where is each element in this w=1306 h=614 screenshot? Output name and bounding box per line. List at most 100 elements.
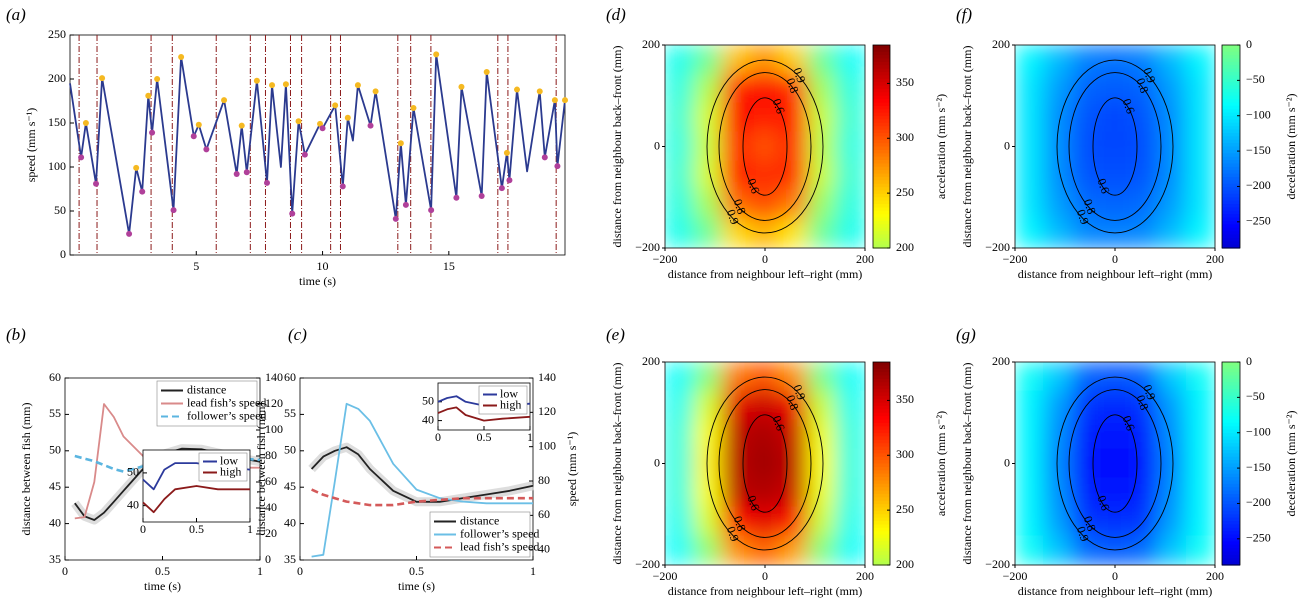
contour-label: 0.9 <box>1140 383 1158 402</box>
heat-cell <box>807 390 837 421</box>
colorbar-slice <box>873 429 890 434</box>
colorbar-slice <box>873 521 890 525</box>
heatmap <box>665 362 865 565</box>
point <box>498 185 505 192</box>
heat-cell <box>1128 45 1159 75</box>
colorbar-tick-label: −150 <box>1246 460 1271 474</box>
heat-cell <box>1157 73 1187 104</box>
series-line <box>437 406 531 422</box>
point <box>233 171 240 178</box>
colorbar-slice <box>873 483 890 488</box>
heat-cell <box>1157 218 1187 248</box>
colorbar-slice <box>1222 244 1240 249</box>
heat-cell <box>1185 448 1215 479</box>
heat-cell <box>1185 390 1215 421</box>
colorbar-slice <box>1222 214 1240 219</box>
contour <box>706 376 824 551</box>
heat-cell <box>1015 102 1045 133</box>
colorbar-slice <box>873 426 890 431</box>
colorbar-slice <box>1222 48 1240 53</box>
colorbar-slice <box>873 224 890 229</box>
colorbar-slice <box>873 193 890 198</box>
colorbar-tick-label: −50 <box>1246 72 1265 86</box>
x-axis-label: time (s) <box>299 274 336 288</box>
legend-label: low <box>500 386 518 400</box>
colorbar-slice <box>1222 412 1240 417</box>
heat-cell <box>665 73 695 104</box>
colorbar-slice <box>1222 497 1240 502</box>
heat-cell <box>807 189 837 220</box>
colorbar-slice <box>873 139 890 144</box>
heat-cell <box>1157 506 1187 537</box>
heat-cell <box>1128 218 1159 248</box>
contour-label: 0.9 <box>790 66 808 85</box>
heat-cell <box>1071 419 1102 450</box>
heat-cell <box>1015 506 1045 537</box>
colorbar-slice <box>1222 92 1240 97</box>
colorbar-slice <box>873 463 890 468</box>
colorbar-slice <box>873 204 890 208</box>
point <box>354 82 361 89</box>
colorbar-slice <box>873 510 890 515</box>
point <box>317 120 324 127</box>
contour <box>1068 389 1162 538</box>
contour-label: 0.9 <box>1140 66 1158 85</box>
colorbar-slice <box>873 389 890 394</box>
contour <box>706 59 824 234</box>
heat-cell <box>750 362 780 392</box>
colorbar-slice <box>873 446 890 451</box>
point <box>145 92 152 99</box>
x-tick-label: 1 <box>257 564 263 578</box>
y-tick-label: 50 <box>422 394 434 408</box>
y-axis-label: speed (mm s⁻¹) <box>24 108 38 183</box>
colorbar-slice <box>1222 483 1240 488</box>
point <box>483 68 490 75</box>
contour <box>1056 376 1174 551</box>
heat-cell <box>750 390 780 421</box>
colorbar-slice <box>1222 197 1240 202</box>
heat-cell <box>835 131 865 162</box>
heat-cell <box>1185 131 1215 162</box>
point <box>458 83 465 90</box>
y-tick-label: 40 <box>127 497 139 511</box>
point <box>126 230 133 237</box>
heat-cell <box>807 506 837 537</box>
contour <box>1056 59 1174 234</box>
heat-cell <box>721 218 752 248</box>
heat-cell <box>693 535 723 565</box>
heat-cell <box>835 189 865 220</box>
y2-tick-label: 120 <box>538 404 556 418</box>
heat-cell <box>1071 362 1102 392</box>
colorbar-slice <box>1222 220 1240 225</box>
heat-cell <box>1043 448 1073 479</box>
point <box>402 201 409 208</box>
colorbar-slice <box>1222 490 1240 495</box>
heat-cell <box>807 448 837 479</box>
colorbar-slice <box>1222 470 1240 475</box>
point <box>428 207 435 214</box>
y-tick-label: 200 <box>642 354 660 368</box>
colorbar-slice <box>1222 224 1240 229</box>
y2-tick-label: 100 <box>265 422 283 436</box>
legend-label: distance <box>460 513 499 527</box>
colorbar-slice <box>873 99 890 104</box>
colorbar-slice <box>1222 456 1240 461</box>
heat-cell <box>1185 73 1215 104</box>
colorbar-slice <box>1222 237 1240 242</box>
y-tick-label: 40 <box>49 515 61 529</box>
legend-label: high <box>500 397 521 411</box>
colorbar-slice <box>1222 514 1240 519</box>
contour <box>1092 97 1138 196</box>
colorbar-slice <box>873 170 890 175</box>
colorbar-slice <box>1222 416 1240 421</box>
colorbar-slice <box>873 527 890 532</box>
colorbar-slice <box>873 68 890 73</box>
heat-cell <box>665 477 695 508</box>
heat-cell <box>665 419 695 450</box>
colorbar-slice <box>873 480 890 485</box>
colorbar-slice <box>873 146 890 151</box>
heat-cell <box>665 362 695 392</box>
heat-cell <box>750 535 780 565</box>
y-axis-label: distance from neighbour back–front (mm) <box>610 46 624 248</box>
colorbar-slice <box>1222 146 1240 151</box>
